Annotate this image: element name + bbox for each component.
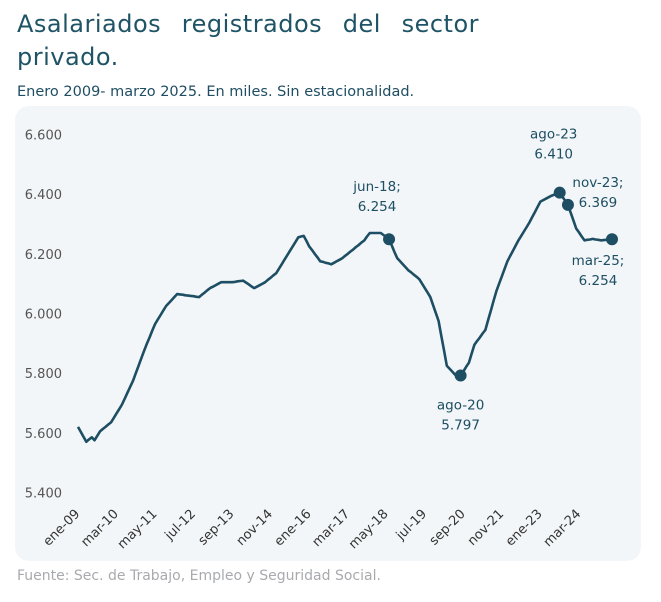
annotation-label: ago-20 [437,398,484,414]
chart-subtitle: Enero 2009- marzo 2025. En miles. Sin es… [17,84,415,100]
highlight-point [383,233,396,246]
highlight-point [561,198,574,211]
annotation-value: 6.254 [579,273,618,289]
data-line [76,191,613,444]
annotation-label: ago-23 [530,127,577,143]
y-tick-label: 5.400 [25,487,62,502]
annotation-value: 6.369 [579,195,618,211]
y-tick-label: 6.000 [25,308,62,323]
annotation-value: 6.254 [358,199,397,215]
annotation-label: nov-23; [572,175,623,191]
y-tick-label: 5.600 [25,427,62,442]
chart-title: Asalariados registrados del sector priva… [17,10,479,71]
highlight-point [553,186,566,199]
highlight-point [454,369,467,382]
plot-panel [15,106,641,561]
highlight-point [606,233,618,246]
source-note: Fuente: Sec. de Trabajo, Empleo y Seguri… [17,568,381,584]
annotation-value: 5.797 [441,418,480,434]
y-tick-label: 6.600 [25,129,62,144]
y-tick-label: 5.800 [25,367,62,382]
annotation-label: jun-18; [352,179,400,195]
y-tick-label: 6.400 [25,188,62,203]
y-tick-label: 6.200 [25,248,62,263]
annotation-value: 6.410 [534,147,573,163]
annotation-label: mar-25; [572,253,625,269]
